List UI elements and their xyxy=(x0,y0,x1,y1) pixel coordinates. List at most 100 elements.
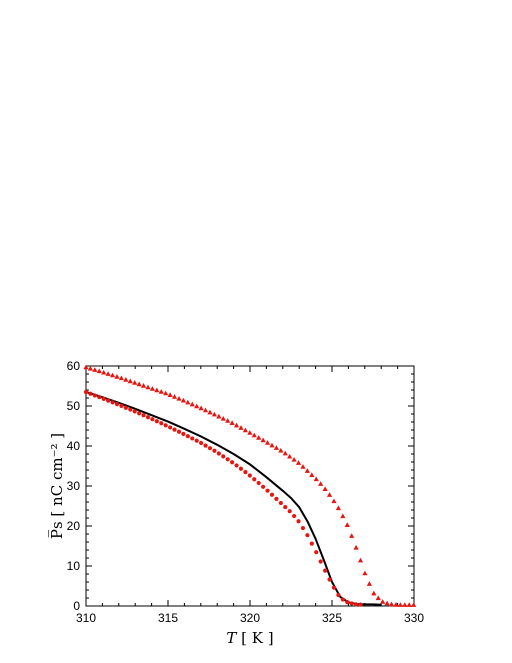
series-circle-point xyxy=(163,423,168,428)
series-triangle-point xyxy=(344,522,350,527)
y-tick-label: 50 xyxy=(67,399,81,413)
series-layer xyxy=(83,364,417,607)
series-triangle-point xyxy=(357,557,364,563)
series-circle-point xyxy=(331,585,337,590)
series-triangle-point xyxy=(180,397,187,403)
series-circle-point xyxy=(309,541,314,546)
series-triangle-point xyxy=(101,369,107,375)
series-circle-point xyxy=(354,602,359,607)
series-circle-point xyxy=(137,411,142,416)
series-triangle-point xyxy=(96,368,102,374)
series-circle-point xyxy=(256,480,261,486)
series-triangle-point xyxy=(176,395,182,401)
series-triangle-point xyxy=(375,595,381,601)
series-triangle-point xyxy=(207,409,213,415)
series-circle-point xyxy=(150,417,155,422)
series-triangle-point xyxy=(397,602,403,607)
series-circle-point xyxy=(278,500,283,506)
series-triangle-point xyxy=(247,430,253,435)
series-triangle-point xyxy=(145,384,151,390)
series-triangle-point xyxy=(380,599,386,604)
series-triangle-point xyxy=(282,450,288,456)
series-circle-point xyxy=(199,440,204,446)
series-triangle-point xyxy=(140,383,147,388)
series-circle-point xyxy=(181,431,186,437)
series-triangle-point xyxy=(256,435,262,440)
series-circle-point xyxy=(305,533,310,538)
series-circle-point xyxy=(194,438,199,443)
tick-labels: 310 315 320 325 330 0 10 20 30 40 50 60 xyxy=(67,359,425,625)
series-circle-point xyxy=(119,403,124,408)
series-triangle-point xyxy=(211,411,218,417)
series-circle-point xyxy=(159,421,164,426)
axis-ticks xyxy=(85,365,415,607)
series-triangle-point xyxy=(194,403,200,409)
series-circle-point xyxy=(349,601,354,606)
y-axis-label-text: P̅s [ nC cm⁻² ] xyxy=(47,433,66,539)
series-triangle-point xyxy=(402,602,408,607)
series-circle-point xyxy=(238,466,244,471)
series-triangle-point xyxy=(158,389,164,394)
series-circle-point xyxy=(168,425,173,430)
series-triangle-point xyxy=(291,457,297,462)
series-triangle-point xyxy=(340,513,346,519)
series-circle-point xyxy=(128,407,133,412)
series-triangle-point xyxy=(167,392,173,397)
y-tick-label: 40 xyxy=(67,439,81,453)
series-circle-point xyxy=(296,519,301,524)
series-circle-point xyxy=(314,550,319,555)
series-circle-point xyxy=(92,393,97,398)
series-triangle-point xyxy=(366,581,372,586)
series-triangle-point xyxy=(406,602,412,607)
series-triangle-point xyxy=(388,601,395,607)
series-circle-point xyxy=(221,454,226,459)
series-triangle-point xyxy=(87,365,94,371)
series-circle-point xyxy=(323,568,328,573)
series-triangle-point xyxy=(123,377,129,382)
series-triangle-point xyxy=(326,492,333,497)
x-axis-label: T [ K ] xyxy=(226,629,273,647)
series-triangle-point xyxy=(132,380,138,385)
series-circle-point xyxy=(83,389,89,395)
series-circle-point xyxy=(318,559,323,564)
series-circle-point xyxy=(274,496,279,501)
series-triangle-point xyxy=(154,387,160,393)
y-axis-label: P̅s [ nC cm⁻² ] xyxy=(47,433,66,539)
series-circle-point xyxy=(145,415,151,420)
series-triangle-point xyxy=(264,440,271,445)
series-triangle-point xyxy=(229,420,235,425)
y-tick-label: 20 xyxy=(67,519,81,533)
series-circle-point xyxy=(292,513,297,519)
x-tick-label: 310 xyxy=(76,611,96,625)
series-circle-point xyxy=(123,405,128,410)
x-tick-label: 330 xyxy=(404,611,424,625)
series-circle-point xyxy=(300,525,306,531)
y-tick-label: 30 xyxy=(67,479,81,493)
series-circle-point xyxy=(132,409,137,414)
x-tick-label: 315 xyxy=(158,611,178,625)
series-circle-point xyxy=(216,451,221,456)
series-triangle-point xyxy=(127,378,133,384)
series-triangle-point xyxy=(309,472,315,477)
x-axis-label-symbol: T xyxy=(226,629,237,647)
series-triangle-point xyxy=(220,415,226,421)
series-circle-point xyxy=(252,477,257,482)
series-circle-point xyxy=(190,436,195,441)
series-triangle-point xyxy=(171,394,178,399)
series-circle-point xyxy=(230,460,235,465)
series-circle-point xyxy=(225,457,230,462)
series-circle-point xyxy=(212,448,217,453)
series-triangle-point xyxy=(362,570,368,576)
series-triangle-point xyxy=(411,602,417,607)
series-circle-point xyxy=(154,419,159,424)
series-circle-point xyxy=(269,492,275,497)
series-triangle-point xyxy=(335,505,341,511)
series-triangle-point xyxy=(149,386,156,391)
x-tick-label: 325 xyxy=(322,611,342,625)
series-circle-point xyxy=(114,401,120,407)
series-circle-point xyxy=(101,396,106,402)
series-triangle-point xyxy=(185,399,191,405)
series-circle-point xyxy=(265,488,270,493)
series-triangle-point xyxy=(273,445,280,450)
